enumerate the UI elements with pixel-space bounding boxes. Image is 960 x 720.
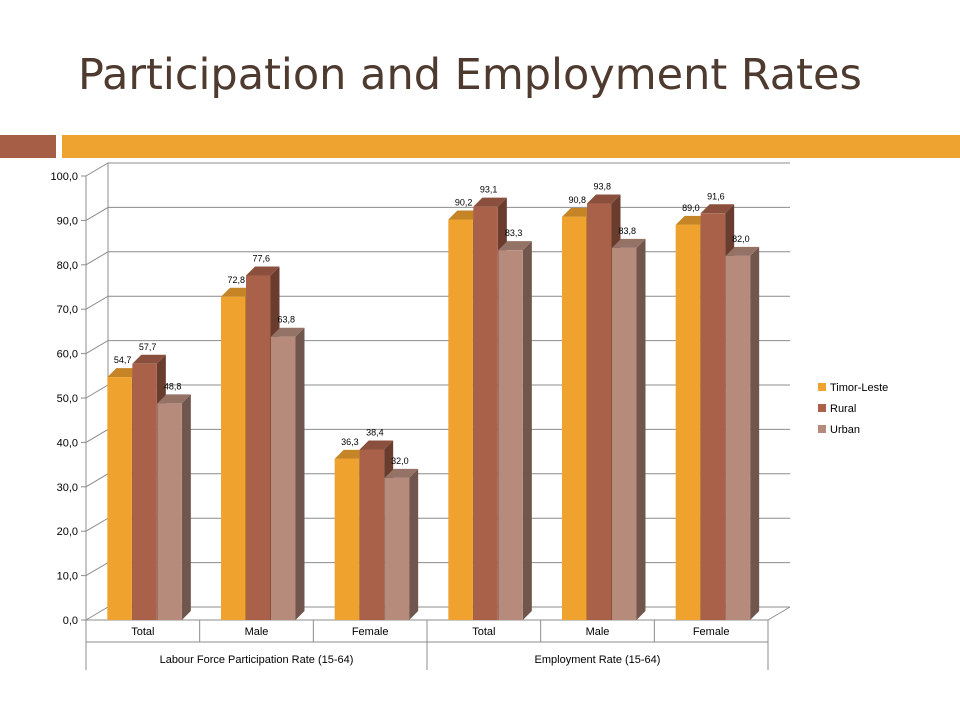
gridline <box>85 162 790 177</box>
data-label: 72,8 <box>227 275 245 285</box>
bar-urban <box>271 327 305 620</box>
data-label: 89,0 <box>682 203 700 213</box>
category-label: Total <box>472 626 495 638</box>
data-label: 57,7 <box>139 342 157 352</box>
data-label: 83,8 <box>618 226 636 236</box>
y-tick-label: 60,0 <box>57 349 78 361</box>
category-label: Male <box>245 626 269 638</box>
slide-title: Participation and Employment Rates <box>78 50 862 100</box>
legend-swatch <box>818 404 826 412</box>
y-tick-label: 50,0 <box>57 393 78 405</box>
accent-bar-left <box>0 135 56 158</box>
y-axis-ticks: 0,0 10,0 20,0 30,0 40,0 50,0 60,0 70,0 80,0 90,0 1… <box>50 171 78 627</box>
bar-urban <box>384 468 419 620</box>
group-label: Labour Force Participation Rate (15-64) <box>160 654 354 666</box>
y-tick-label: 20,0 <box>57 526 78 538</box>
group-label: Employment Rate (15-64) <box>535 654 661 666</box>
data-label: 54,7 <box>114 355 132 365</box>
legend-swatch <box>818 425 826 433</box>
data-label: 32,0 <box>391 456 409 466</box>
legend-label: Urban <box>830 424 860 436</box>
y-tick-label: 70,0 <box>57 304 78 316</box>
y-tick-label: 100,0 <box>50 171 78 183</box>
legend-swatch <box>818 383 826 391</box>
data-label: 77,6 <box>252 253 270 263</box>
bar-urban <box>725 246 760 621</box>
data-label: 48,8 <box>164 381 182 391</box>
data-label: 36,3 <box>341 437 359 447</box>
accent-bar-right <box>62 135 960 158</box>
data-label: 82,0 <box>732 234 750 244</box>
data-label: 93,1 <box>480 185 498 195</box>
data-label: 90,8 <box>568 195 586 205</box>
data-label: 93,8 <box>593 182 611 192</box>
bar-urban <box>612 238 646 621</box>
bar-urban <box>157 394 191 620</box>
y-tick-label: 80,0 <box>57 260 78 272</box>
y-tick-label: 30,0 <box>57 482 78 494</box>
bar-urban <box>498 241 532 620</box>
y-tick-label: 0,0 <box>63 615 78 627</box>
data-label: 38,4 <box>366 428 384 438</box>
y-tick-label: 10,0 <box>57 571 78 583</box>
data-label: 91,6 <box>707 191 725 201</box>
y-tick-label: 90,0 <box>57 215 78 227</box>
gridline <box>85 206 790 221</box>
legend-label: Timor-Leste <box>830 382 888 394</box>
category-label: Male <box>586 626 610 638</box>
data-label: 83,3 <box>505 228 523 238</box>
category-label: Female <box>693 626 730 638</box>
data-label: 63,8 <box>277 315 295 325</box>
data-label: 90,2 <box>455 198 473 208</box>
data-labels: 54,7 57,7 48,8 72,8 77,6 63,8 36,3 38,4 32,0 90,2… <box>114 182 750 466</box>
y-tick-label: 40,0 <box>57 437 78 449</box>
legend-label: Rural <box>830 403 856 415</box>
legend: Timor-Leste Rural Urban <box>818 382 888 436</box>
category-label: Female <box>352 626 389 638</box>
category-label: Total <box>131 626 154 638</box>
x-axis-categories: Total Male Female Total Male Female Labour For… <box>85 620 769 670</box>
bars <box>107 194 760 621</box>
